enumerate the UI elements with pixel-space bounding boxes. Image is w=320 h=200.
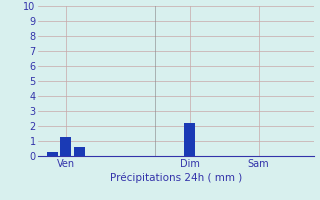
Bar <box>60 137 71 156</box>
X-axis label: Précipitations 24h ( mm ): Précipitations 24h ( mm ) <box>110 173 242 183</box>
Bar <box>74 147 85 156</box>
Bar <box>47 152 58 156</box>
Bar <box>184 123 195 156</box>
